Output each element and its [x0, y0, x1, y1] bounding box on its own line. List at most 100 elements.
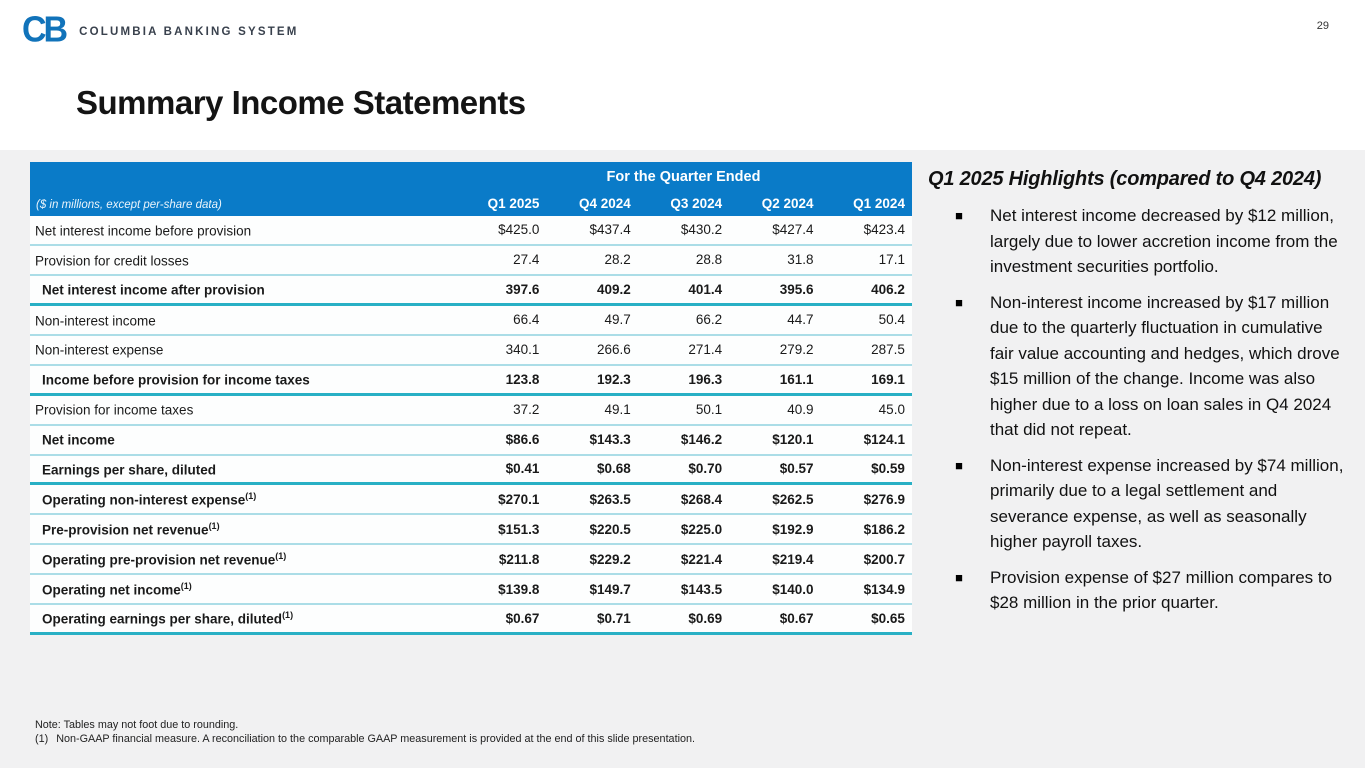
cell-value: $219.4 [772, 551, 814, 567]
footnote-ref: (1) Non-GAAP financial measure. A reconci… [35, 732, 695, 746]
cell-value: 50.1 [695, 402, 723, 418]
cell-value: $146.2 [680, 432, 723, 448]
table-row: Net interest income after provision 397.… [30, 275, 912, 306]
cell-value: 50.4 [878, 312, 905, 328]
highlight-bullet: ■ Non-interest income increased by $17 m… [928, 290, 1350, 443]
column-header: Q2 2024 [761, 196, 814, 211]
cell-value: $268.4 [680, 491, 723, 507]
bullet-square-icon: ■ [955, 208, 963, 223]
highlight-text: Net interest income decreased by $12 mil… [990, 206, 1338, 276]
cell-value: $263.5 [589, 491, 631, 507]
cell-value: 28.2 [604, 252, 631, 268]
table-row: Operating earnings per share, diluted(1)… [30, 605, 912, 636]
highlight-text: Non-interest income increased by $17 mil… [990, 292, 1340, 440]
cell-value: $270.1 [498, 491, 540, 507]
cell-value: 192.3 [596, 371, 631, 387]
cell-value: 66.4 [513, 312, 540, 328]
cell-value: 17.1 [878, 252, 905, 268]
cell-value: $143.3 [589, 432, 631, 448]
row-label: Income before provision for income taxes [42, 372, 310, 388]
cell-value: 27.4 [513, 252, 540, 268]
cell-value: $124.1 [863, 432, 905, 448]
cell-value: 196.3 [688, 371, 723, 387]
cell-value: $0.67 [779, 611, 814, 627]
cell-value: 66.2 [695, 312, 723, 328]
highlight-bullet: ■ Provision expense of $27 million compa… [928, 565, 1350, 616]
bullet-square-icon: ■ [955, 294, 963, 310]
cell-value: $430.2 [680, 222, 723, 238]
income-statement-table: For the Quarter Ended ($ in millions, ex… [30, 162, 912, 636]
table-row: Income before provision for income taxes… [30, 365, 912, 396]
bullet-square-icon: ■ [955, 569, 963, 585]
column-header-row: ($ in millions, except per-share data) Q… [30, 189, 912, 216]
cell-value: 271.4 [688, 342, 723, 358]
cell-value: 37.2 [513, 402, 540, 418]
cell-value: 161.1 [779, 371, 814, 387]
span-header: For the Quarter Ended [606, 169, 761, 185]
footnote-note: Note: Tables may not foot due to roundin… [35, 719, 239, 731]
table-row: Provision for income taxes 37.2 49.1 50.… [30, 395, 912, 426]
row-label: Operating non-interest expense(1) [42, 491, 257, 508]
cell-value: $143.5 [680, 581, 723, 597]
cell-value: 123.8 [505, 371, 540, 387]
cell-value: 287.5 [871, 342, 905, 358]
cell-value: $0.57 [779, 461, 814, 477]
cell-value: $134.9 [863, 581, 905, 597]
cell-value: 49.1 [604, 402, 631, 418]
cell-value: 49.7 [604, 312, 631, 328]
cell-value: 44.7 [787, 312, 814, 328]
highlight-bullet: ■ Net interest income decreased by $12 m… [928, 203, 1350, 280]
cell-value: 406.2 [871, 281, 905, 297]
highlight-text: Provision expense of $27 million compare… [990, 567, 1333, 613]
column-header: Q3 2024 [670, 196, 723, 211]
cell-value: $0.68 [596, 461, 631, 477]
unit-note: ($ in millions, except per-share data) [36, 199, 222, 211]
table-row: Net interest income before provision $42… [30, 216, 912, 246]
cell-value: 340.1 [505, 342, 540, 358]
table-row: Non-interest expense 340.1 266.6 271.4 2… [30, 335, 912, 366]
highlights-panel: Q1 2025 Highlights (compared to Q4 2024)… [928, 168, 1350, 626]
row-label: Non-interest income [35, 313, 156, 329]
cell-value: $0.65 [871, 611, 905, 627]
cell-value: $225.0 [680, 521, 723, 537]
row-label: Pre-provision net revenue(1) [42, 521, 220, 538]
cell-value: $139.8 [498, 581, 540, 597]
footnotes: Note: Tables may not foot due to roundin… [35, 718, 695, 746]
cell-value: $0.71 [596, 611, 631, 627]
cell-value: $0.41 [505, 461, 540, 477]
cell-value: 266.6 [596, 342, 631, 358]
table-row: Non-interest income 66.4 49.7 66.2 44.7 … [30, 305, 912, 336]
cell-value: 279.2 [779, 342, 814, 358]
cell-value: 45.0 [878, 402, 905, 418]
cell-value: $211.8 [498, 551, 540, 567]
highlights-list: ■ Net interest income decreased by $12 m… [928, 203, 1350, 616]
cell-value: $425.0 [498, 222, 540, 238]
row-label: Earnings per share, diluted [42, 462, 217, 478]
cell-value: $423.4 [863, 222, 905, 238]
page-title: Summary Income Statements [76, 84, 526, 121]
cell-value: $149.7 [589, 581, 631, 597]
table-row: Operating non-interest expense(1) $270.1… [30, 485, 912, 516]
cell-value: $276.9 [863, 491, 905, 507]
row-label: Operating pre-provision net revenue(1) [42, 551, 287, 568]
logo: CB COLUMBIA BANKING SYSTEM [22, 10, 299, 50]
row-label: Non-interest expense [35, 342, 164, 358]
column-header: Q4 2024 [578, 196, 631, 211]
row-label: Provision for income taxes [35, 402, 194, 418]
highlight-bullet: ■ Non-interest expense increased by $74 … [928, 453, 1350, 555]
page-number: 29 [1316, 20, 1329, 32]
company-logo-icon: CB [22, 10, 68, 50]
cell-value: $437.4 [589, 222, 631, 238]
cell-value: $86.6 [505, 432, 540, 448]
cell-value: $220.5 [589, 521, 631, 537]
cell-value: 397.6 [505, 281, 540, 297]
row-label: Net interest income before provision [35, 223, 252, 239]
cell-value: $192.9 [772, 521, 814, 537]
cell-value: 169.1 [871, 371, 905, 387]
cell-value: $0.69 [688, 611, 723, 627]
cell-value: $140.0 [772, 581, 814, 597]
cell-value: $0.59 [871, 461, 905, 477]
cell-value: 28.8 [695, 252, 723, 268]
cell-value: $186.2 [863, 521, 905, 537]
